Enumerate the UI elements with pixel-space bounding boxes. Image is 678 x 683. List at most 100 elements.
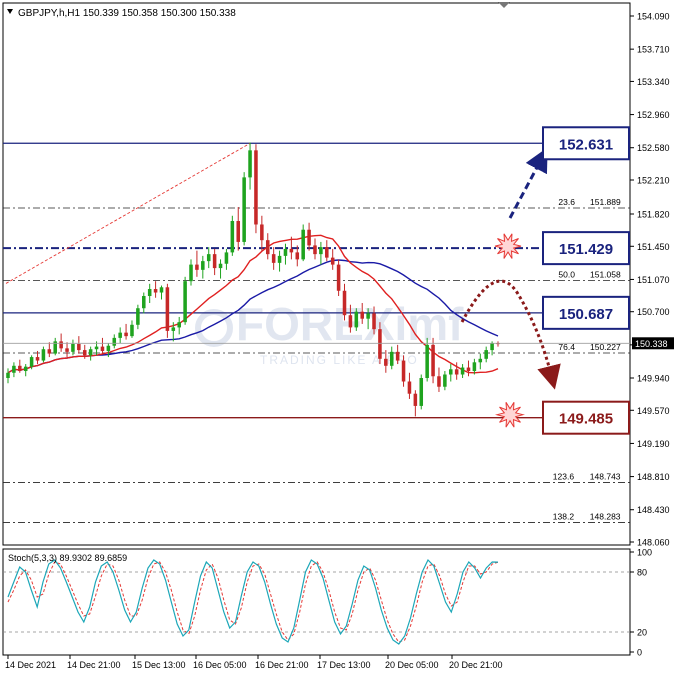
level-box-label: 150.687 bbox=[559, 306, 613, 323]
price-tick-label: 148.060 bbox=[637, 538, 670, 548]
candles bbox=[6, 142, 500, 417]
candle-body bbox=[389, 351, 394, 366]
stoch-label: Stoch(5,3,3) 89.9302 89.6859 bbox=[8, 553, 127, 563]
candle-body bbox=[41, 349, 46, 361]
fib-ratio-label: 138.2 bbox=[553, 512, 575, 522]
candle-body bbox=[307, 229, 311, 246]
symbol-header-text: GBPJPY,h,H1 150.339 150.358 150.300 150.… bbox=[18, 8, 236, 19]
fib-price-label: 148.283 bbox=[590, 512, 621, 522]
chart-header: GBPJPY,h,H1 150.339 150.358 150.300 150.… bbox=[7, 2, 510, 563]
level-lines bbox=[3, 142, 630, 419]
candle-body bbox=[325, 247, 329, 258]
candle-body bbox=[366, 313, 370, 319]
candle-body bbox=[94, 346, 99, 350]
candle-body bbox=[354, 311, 359, 328]
candle-body bbox=[431, 344, 435, 377]
dropdown-triangle-icon[interactable] bbox=[7, 9, 13, 14]
candle-body bbox=[319, 247, 323, 255]
level-box-3 bbox=[542, 400, 630, 435]
candle-body bbox=[47, 349, 52, 354]
main-panel-frame bbox=[2, 2, 631, 546]
candle-body bbox=[419, 378, 424, 406]
candle-body bbox=[330, 257, 335, 265]
stoch-tick-label: 0 bbox=[637, 648, 642, 658]
candle-body bbox=[254, 150, 258, 225]
candle-body bbox=[490, 343, 494, 351]
candle-body bbox=[23, 366, 28, 372]
price-tick-label: 153.710 bbox=[637, 45, 670, 55]
candle-body bbox=[460, 367, 465, 375]
candle-body bbox=[360, 311, 364, 319]
candle-body bbox=[136, 308, 140, 325]
candle-body bbox=[18, 365, 22, 372]
fib-ratio-label: 23.6 bbox=[558, 197, 575, 207]
bullish-projection-arrow bbox=[508, 147, 548, 219]
candle-body bbox=[106, 345, 111, 351]
candle-body bbox=[472, 362, 477, 372]
candle-body bbox=[171, 327, 176, 331]
candle-body bbox=[313, 245, 317, 255]
level-box-0 bbox=[542, 126, 630, 161]
candle-body bbox=[53, 341, 57, 354]
moving-averages bbox=[7, 234, 499, 374]
watermark-logo-icon bbox=[195, 309, 233, 347]
red-moving-average-line bbox=[7, 234, 499, 374]
candle-body bbox=[401, 360, 406, 382]
current-price-tag bbox=[632, 337, 674, 350]
trend-line bbox=[5, 142, 251, 284]
candle-body bbox=[413, 393, 418, 406]
candle-body bbox=[395, 351, 400, 361]
candle-body bbox=[201, 261, 205, 270]
price-tick-label: 153.340 bbox=[637, 77, 670, 87]
time-tick-label: 16 Dec 05:00 bbox=[193, 660, 247, 670]
candle-body bbox=[118, 332, 122, 338]
level-box-2 bbox=[542, 295, 630, 330]
candle-body bbox=[437, 376, 441, 387]
candle-body bbox=[100, 346, 105, 351]
fib-ratio-label: 123.6 bbox=[553, 471, 575, 481]
stoch-tick-label: 100 bbox=[637, 548, 652, 558]
candle-body bbox=[271, 254, 276, 263]
candle-body bbox=[265, 240, 270, 255]
candle-body bbox=[384, 358, 388, 366]
price-tick-label: 149.570 bbox=[637, 406, 670, 416]
scroll-marker-icon bbox=[498, 2, 510, 8]
candle-body bbox=[407, 381, 412, 394]
time-tick-label: 20 Dec 05:00 bbox=[385, 660, 439, 670]
stoch-tick-label: 20 bbox=[637, 628, 647, 638]
price-tick-label: 149.190 bbox=[637, 439, 670, 449]
candle-body bbox=[124, 332, 128, 337]
candle-body bbox=[484, 350, 488, 359]
price-tick-label: 148.430 bbox=[637, 505, 670, 515]
candle-body bbox=[183, 281, 187, 323]
price-tick-label: 152.210 bbox=[637, 175, 670, 185]
time-tick-label: 15 Dec 13:00 bbox=[132, 660, 186, 670]
candle-body bbox=[454, 369, 459, 375]
bearish-projection-arrow bbox=[460, 279, 561, 390]
candle-body bbox=[177, 322, 181, 328]
candle-body bbox=[295, 252, 300, 260]
candle-body bbox=[130, 324, 134, 337]
stoch-panel-frame bbox=[2, 548, 631, 656]
level-boxes: 152.631 151.429 150.687 149.485 bbox=[542, 126, 630, 435]
fib-levels: 23.6 151.889 50.0 151.058 76.4 150.227 123.6 14… bbox=[3, 197, 630, 523]
candle-body bbox=[283, 248, 288, 256]
candle-body bbox=[159, 287, 164, 293]
candle-body bbox=[59, 341, 63, 349]
price-tick-label: 152.960 bbox=[637, 110, 670, 120]
candle-body bbox=[301, 229, 305, 260]
candle-body bbox=[342, 290, 347, 316]
price-tick-label: 151.450 bbox=[637, 242, 670, 252]
candle-body bbox=[65, 348, 69, 352]
candle-body bbox=[71, 343, 75, 352]
candle-body bbox=[6, 372, 10, 379]
candle-body bbox=[147, 289, 152, 297]
candle-body bbox=[195, 264, 199, 270]
candle-body bbox=[189, 264, 193, 282]
candle-body bbox=[348, 315, 353, 328]
price-tick-label: 149.940 bbox=[637, 374, 670, 384]
candle-body bbox=[82, 350, 87, 356]
price-tick-label: 148.810 bbox=[637, 472, 670, 482]
